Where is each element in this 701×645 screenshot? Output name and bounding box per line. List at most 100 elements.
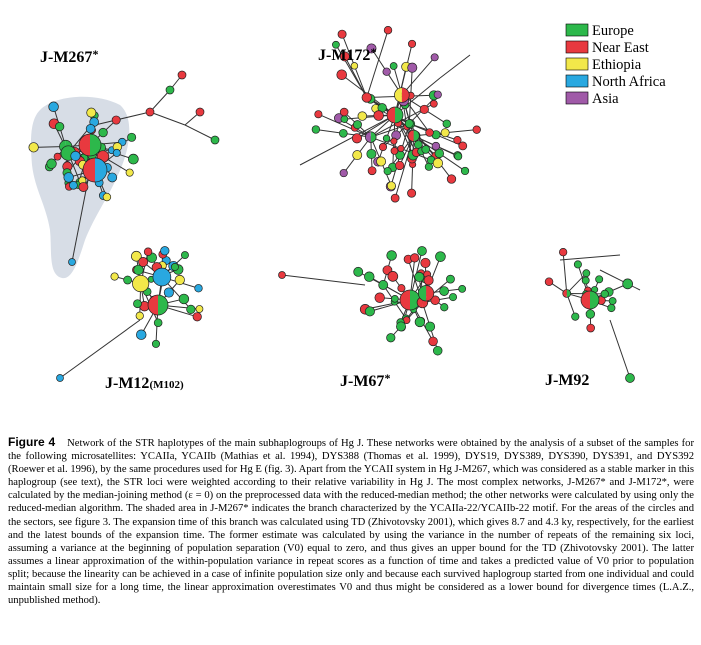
haplotype-node: [440, 303, 449, 312]
haplotype-node: [78, 133, 102, 157]
network-edge: [59, 319, 141, 379]
haplotype-node: [454, 152, 463, 161]
network-edge: [394, 135, 415, 199]
haplotype-node: [417, 285, 435, 302]
network-label-m67: J-M67*: [340, 371, 390, 390]
haplotype-node: [374, 292, 385, 303]
haplotype-node: [361, 92, 372, 103]
haplotype-node: [353, 120, 362, 130]
haplotype-node: [390, 147, 399, 155]
network-nodes: [28, 26, 635, 383]
haplotype-node: [110, 272, 119, 281]
haplotype-node: [449, 293, 458, 302]
haplotype-node: [386, 250, 397, 261]
haplotype-node: [586, 323, 595, 333]
haplotype-node: [366, 43, 377, 54]
haplotype-node: [414, 316, 426, 328]
haplotype-node: [399, 289, 421, 311]
haplotype-node: [460, 166, 470, 176]
haplotype-node: [160, 246, 170, 256]
figure-caption: Figure 4 Network of the STR haplotypes of…: [8, 435, 694, 607]
haplotype-node: [338, 128, 348, 138]
haplotype-node: [608, 297, 617, 305]
network-edge: [149, 111, 186, 126]
haplotype-node: [98, 127, 108, 138]
haplotype-node: [430, 53, 439, 62]
haplotype-node: [407, 129, 420, 142]
haplotype-node: [607, 303, 616, 313]
haplotype-node: [69, 180, 78, 190]
haplotype-node: [428, 336, 438, 347]
haplotype-node: [446, 174, 457, 184]
network-edge: [281, 274, 366, 286]
network-edge: [299, 114, 396, 166]
haplotype-node: [107, 172, 118, 183]
haplotype-node: [410, 253, 420, 263]
haplotype-node: [165, 85, 175, 95]
haplotype-node: [419, 104, 429, 115]
haplotype-node: [389, 62, 398, 70]
legend-item-asia: Asia: [565, 91, 619, 107]
network-label-m12: J-M12(M102): [105, 375, 184, 392]
haplotype-node: [63, 172, 74, 183]
haplotype-node: [383, 167, 392, 176]
haplotype-node: [86, 107, 97, 118]
network-edge: [149, 89, 171, 113]
haplotype-node: [78, 182, 89, 192]
haplotype-node: [70, 150, 81, 162]
haplotype-node: [332, 40, 340, 49]
haplotype-node: [55, 121, 65, 132]
network-edge: [439, 54, 471, 79]
haplotype-node: [174, 274, 185, 286]
legend-label-asia: Asia: [592, 91, 619, 107]
haplotype-node: [434, 148, 445, 159]
haplotype-node: [112, 148, 121, 157]
haplotype-node: [433, 90, 442, 99]
haplotype-node: [386, 106, 404, 124]
network-edge: [318, 113, 371, 138]
haplotype-node: [123, 275, 133, 285]
haplotype-node: [394, 87, 410, 103]
legend-item-north-africa: North Africa: [565, 74, 666, 90]
haplotype-node: [386, 333, 396, 343]
haplotype-node: [181, 251, 189, 260]
legend-swatch-ethiopia: [565, 57, 589, 71]
legend-swatch-north-africa: [565, 74, 589, 88]
haplotype-node: [357, 111, 367, 121]
haplotype-node: [352, 150, 363, 161]
haplotype-node: [339, 168, 348, 178]
haplotype-node: [396, 321, 406, 332]
haplotype-node: [128, 153, 139, 165]
haplotype-node: [170, 263, 179, 271]
haplotype-node: [376, 156, 387, 167]
haplotype-node: [387, 271, 399, 282]
haplotype-node: [431, 141, 441, 151]
figure-caption-text: Network of the STR haplotypes of the mai…: [8, 438, 694, 607]
network-label-m267: J-M267*: [40, 47, 98, 66]
haplotype-node: [311, 125, 321, 134]
haplotype-node: [378, 142, 388, 152]
network-edge: [401, 56, 436, 96]
haplotype-node: [111, 115, 121, 125]
haplotype-node: [442, 119, 451, 128]
haplotype-node: [350, 62, 359, 70]
haplotype-node: [364, 306, 375, 317]
haplotype-node: [622, 278, 633, 290]
haplotype-node: [458, 141, 468, 151]
haplotype-node: [210, 135, 220, 145]
haplotype-node: [435, 251, 446, 262]
network-edge: [394, 77, 441, 116]
haplotype-node: [337, 29, 347, 39]
network-label-m172: J-M172*: [318, 45, 376, 64]
haplotype-node: [151, 339, 160, 348]
haplotype-node: [573, 260, 582, 269]
haplotype-node: [351, 133, 363, 144]
haplotype-node: [581, 276, 590, 285]
haplotype-node: [336, 69, 347, 81]
network-figure-svg: J-M267* J-M172* J-M12(M102) J-M67* J-M92…: [28, 23, 666, 392]
network-edge: [599, 269, 641, 291]
haplotype-node: [28, 142, 39, 153]
haplotype-node: [439, 286, 449, 296]
network-edge: [566, 272, 587, 294]
haplotype-node: [423, 275, 434, 286]
